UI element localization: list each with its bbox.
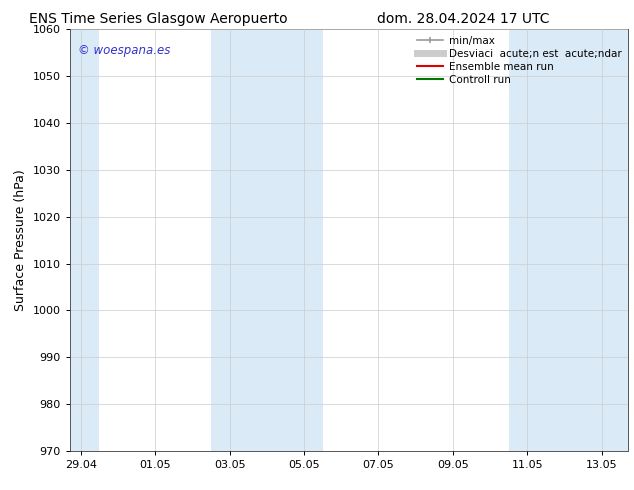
Legend: min/max, Desviaci  acute;n est  acute;ndar, Ensemble mean run, Controll run: min/max, Desviaci acute;n est acute;ndar… — [413, 31, 626, 89]
Y-axis label: Surface Pressure (hPa): Surface Pressure (hPa) — [14, 169, 27, 311]
Text: dom. 28.04.2024 17 UTC: dom. 28.04.2024 17 UTC — [377, 12, 549, 26]
Bar — [70, 29, 100, 451]
Bar — [508, 29, 628, 451]
Text: © woespana.es: © woespana.es — [78, 44, 171, 57]
Bar — [211, 29, 323, 451]
Text: ENS Time Series Glasgow Aeropuerto: ENS Time Series Glasgow Aeropuerto — [29, 12, 288, 26]
